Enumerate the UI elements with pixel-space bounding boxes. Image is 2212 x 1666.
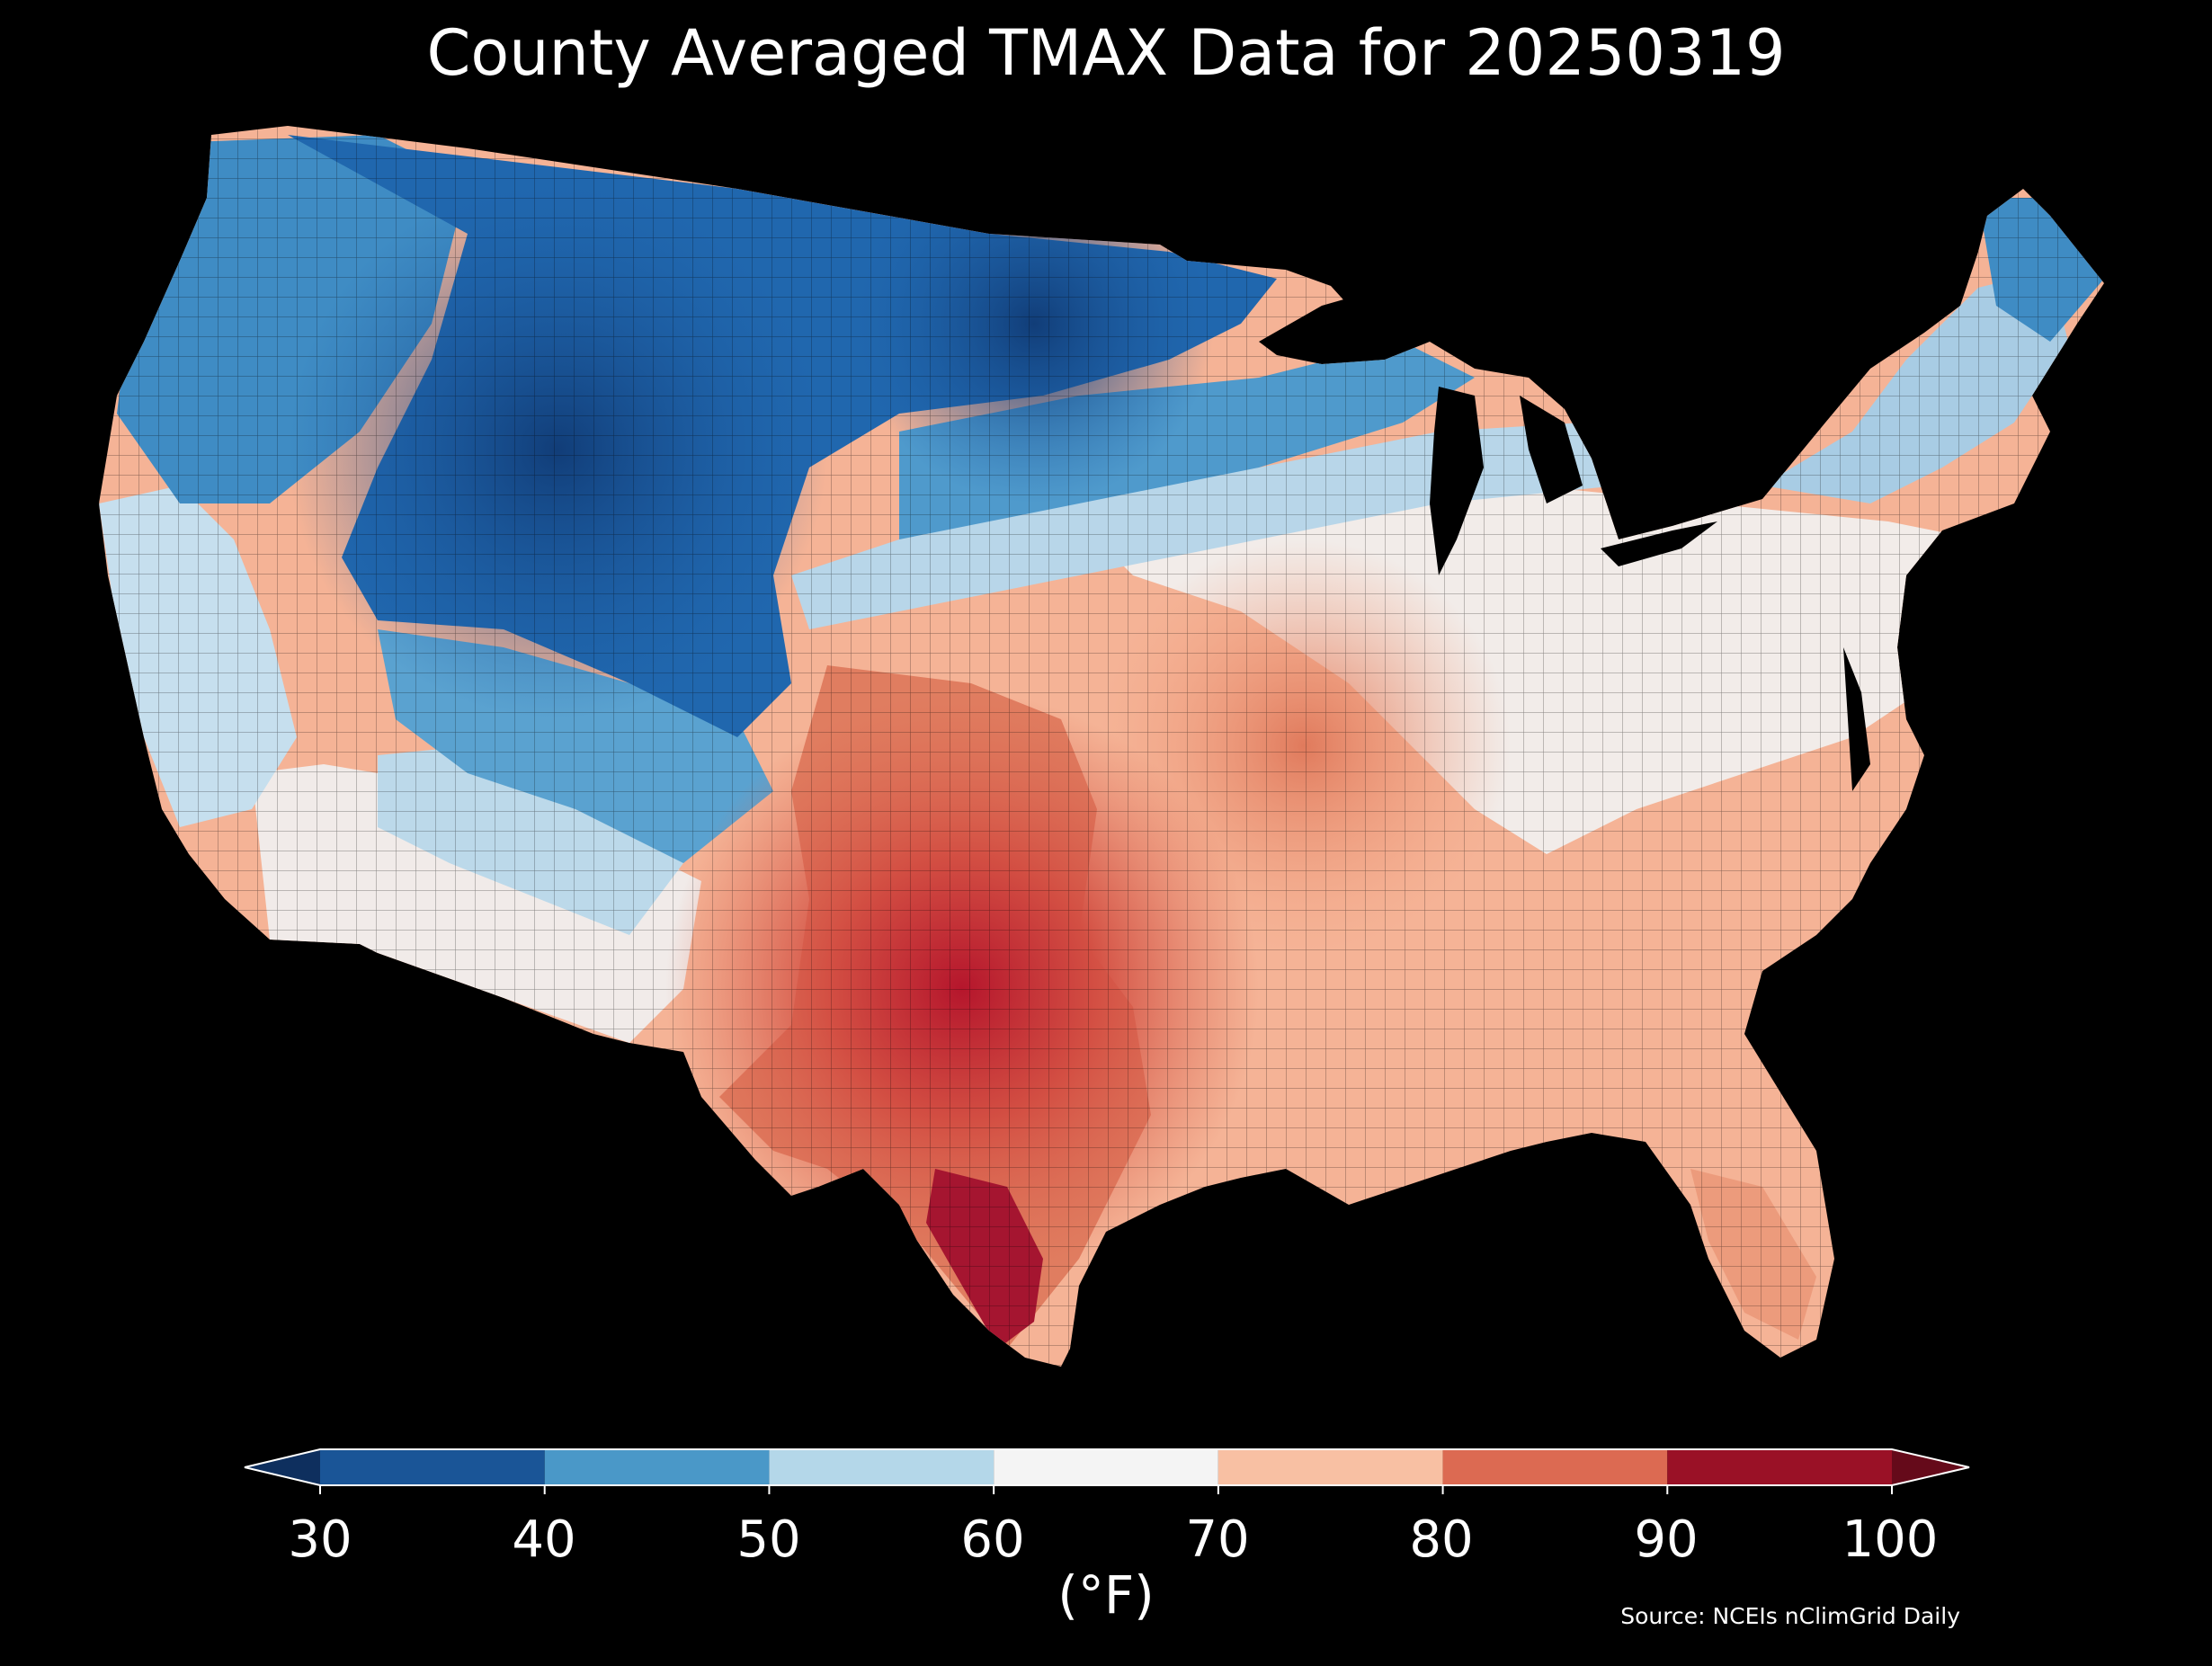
colorbar-tick-label: 70: [1185, 1510, 1250, 1569]
colorbar-bin: [544, 1449, 770, 1485]
lake-erie: [1601, 521, 1717, 566]
colorbar-bin: [994, 1449, 1218, 1485]
chesapeake-bay: [1843, 647, 1870, 791]
lake-superior: [1259, 288, 1385, 355]
colorbar-extend-under: [245, 1449, 320, 1485]
colorbar-bin: [320, 1449, 545, 1485]
source-note: Source: NCEIs nClimGrid Daily: [1620, 1603, 1960, 1629]
colorbar-tick-label: 50: [736, 1510, 801, 1569]
colorbar-unit-label: (°F): [1057, 1564, 1155, 1626]
map-title: County Averaged TMAX Data for 20250319: [426, 16, 1786, 90]
colorbar-tick-label: 60: [960, 1510, 1025, 1569]
colorbar-extend-over: [1892, 1449, 1969, 1485]
colorbar-tick-label: 100: [1842, 1510, 1939, 1569]
colorbar-tick-label: 90: [1634, 1510, 1699, 1569]
lake-huron: [1520, 396, 1583, 503]
colorbar-tick-label: 80: [1409, 1510, 1474, 1569]
colorbar-bin: [1667, 1449, 1892, 1485]
lake-michigan: [1430, 387, 1484, 575]
colorbar-bin: [1217, 1449, 1443, 1485]
colorbar-tick-label: 40: [512, 1510, 576, 1569]
colorbar-bin: [769, 1449, 995, 1485]
colorbar-tick-label: 30: [288, 1510, 352, 1569]
colorbar-bin: [1442, 1449, 1668, 1485]
